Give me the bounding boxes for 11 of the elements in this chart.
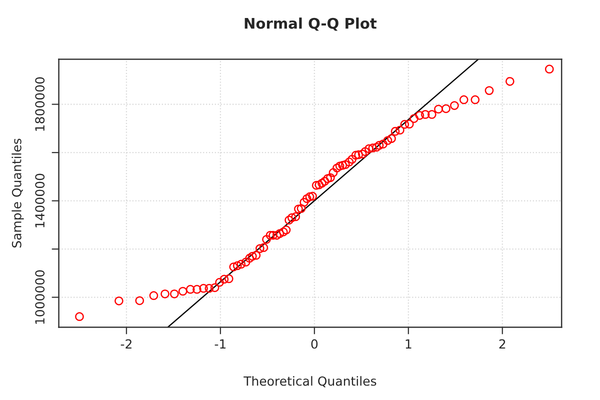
y-tick-label: 1800000 <box>35 77 45 131</box>
y-tick-label: 1000000 <box>35 270 45 324</box>
x-axis-title: Theoretical Quantiles <box>244 376 376 388</box>
x-tick-label: -1 <box>214 339 226 349</box>
y-tick-label: 1400000 <box>35 174 45 228</box>
x-tick-label: -2 <box>120 339 132 349</box>
chart-title: Normal Q-Q Plot <box>244 18 377 31</box>
y-axis-title: Sample Quantiles <box>12 138 24 248</box>
x-tick-label: 1 <box>406 339 412 349</box>
x-tick-label: 2 <box>499 339 506 349</box>
x-tick-label: 0 <box>311 339 318 349</box>
